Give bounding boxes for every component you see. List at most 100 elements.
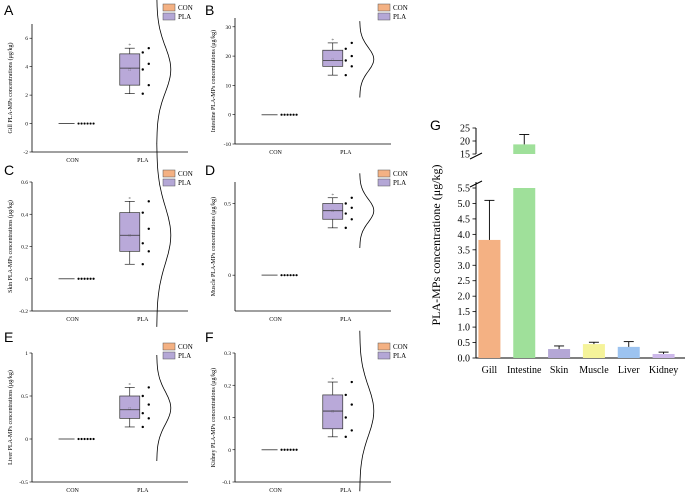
con-point: [283, 274, 286, 277]
panel-e: E -0.5 0 0.5 1 Liver PLA-MPs concentrations (…: [4, 329, 193, 492]
con-point: [289, 448, 292, 451]
y-tick-label: 25: [460, 124, 470, 135]
panel-label: B: [205, 2, 214, 18]
y-tick-label: 3.0: [458, 261, 471, 272]
x-category-con: CON: [66, 158, 79, 164]
bar-intestine-upper: [513, 144, 536, 154]
pla-point: [350, 403, 353, 406]
legend-label-con: CON: [178, 170, 193, 178]
panel-label: C: [4, 162, 14, 178]
y-tick-label: 0.4: [21, 212, 28, 218]
pla-density-curve: [156, 143, 172, 327]
y-tick-label: 1: [25, 351, 28, 357]
bar-gill: [478, 239, 501, 358]
pla-box: [119, 212, 141, 252]
y-tick-label: 1.5: [458, 307, 471, 318]
con-point: [92, 122, 95, 125]
pla-point: [350, 380, 353, 384]
y-tick-label: 0: [25, 277, 28, 283]
y-tick-label: 4.0: [458, 230, 471, 241]
x-category-liver: Liver: [618, 365, 640, 376]
pla-box: [322, 203, 344, 220]
con-point: [83, 437, 86, 441]
con-point: [86, 122, 89, 125]
pla-mean: □: [332, 409, 335, 414]
pla-point: [141, 92, 144, 95]
x-category-pla: PLA: [137, 488, 149, 492]
legend-label-con: CON: [393, 343, 408, 351]
x-category-pla: PLA: [137, 158, 149, 164]
legend-swatch-pla: [377, 178, 391, 187]
con-point: [292, 113, 295, 116]
pla-star: *: [331, 38, 334, 44]
con-point: [83, 277, 86, 280]
legend-swatch-pla: [162, 178, 176, 187]
pla-point: [141, 425, 144, 429]
pla-box: [322, 394, 344, 430]
pla-point: [141, 394, 144, 398]
y-tick-label: 0.6: [21, 180, 28, 186]
y-tick-label: 0.1: [224, 416, 231, 422]
y-axis-label: Skin PLA-MPs concentrations (μg/kg): [7, 200, 14, 293]
pla-point: [344, 393, 347, 397]
con-point: [83, 122, 86, 125]
y-tick-label: 0.5: [21, 394, 28, 400]
bar-intestine: [513, 188, 536, 358]
x-category-con: CON: [269, 150, 282, 156]
pla-point: [147, 250, 150, 253]
con-point: [280, 274, 283, 277]
bar-liver: [617, 346, 640, 358]
pla-point: [147, 403, 150, 406]
pla-point: [344, 202, 347, 205]
pla-density-curve: [156, 0, 172, 144]
y-axis-label: Liver PLA-MPs concentrations (μg/kg): [7, 370, 14, 465]
pla-box: [322, 49, 344, 67]
con-point: [292, 274, 295, 277]
pla-star: *: [128, 382, 131, 388]
y-tick-label: 2: [25, 93, 28, 99]
y-tick-label: -0.2: [19, 309, 28, 315]
y-tick-label: 0: [228, 113, 231, 119]
con-point: [77, 437, 80, 441]
con-point: [283, 448, 286, 451]
panel-c: C -0.2 0 0.2 0.4 0.6 Skin PLA-MPs concentratio…: [4, 143, 193, 327]
legend-label-con: CON: [393, 170, 408, 178]
pla-star: *: [331, 193, 334, 199]
pla-point: [350, 218, 353, 221]
con-point: [77, 277, 80, 280]
legend-swatch-con: [162, 3, 176, 12]
con-point: [80, 122, 83, 125]
y-tick-label: -10: [224, 142, 232, 148]
legend-label-con: CON: [393, 4, 408, 12]
pla-star: *: [128, 196, 131, 202]
pla-point: [141, 263, 144, 266]
pla-point: [350, 206, 353, 209]
legend-swatch-con: [377, 342, 391, 351]
y-tick-label: 0.2: [224, 383, 231, 389]
x-category-gill: Gill: [482, 365, 498, 376]
y-tick-label: 15: [460, 150, 470, 161]
y-tick-label: 0: [25, 122, 28, 128]
y-tick-label: 4.5: [458, 214, 471, 225]
pla-mean: □: [129, 406, 132, 411]
y-tick-label: -2: [23, 150, 28, 156]
y-tick-label: 0.5: [458, 338, 471, 349]
panel-label: A: [4, 2, 14, 18]
pla-point: [141, 242, 144, 245]
con-point: [280, 113, 283, 116]
x-category-pla: PLA: [340, 488, 352, 492]
legend-swatch-pla: [377, 351, 391, 360]
x-category-con: CON: [66, 488, 79, 492]
pla-point: [147, 83, 150, 87]
panel-label: D: [205, 162, 215, 178]
panel-g: G 0.0 0.5 1.0 1.5 2.0 2.5 3.0 3.5 4.0 4.5 5.0 5.5 15 2…: [429, 117, 685, 376]
con-point: [295, 274, 298, 277]
pla-point: [350, 429, 353, 432]
panel-b: B -10 0 10 20 30 Intestine PLA-MPs concentrati…: [205, 2, 408, 156]
con-point: [289, 113, 292, 116]
y-tick-label: 10: [226, 83, 232, 89]
pla-point: [141, 68, 144, 71]
legend-label-con: CON: [178, 4, 193, 12]
pla-point: [344, 73, 347, 77]
